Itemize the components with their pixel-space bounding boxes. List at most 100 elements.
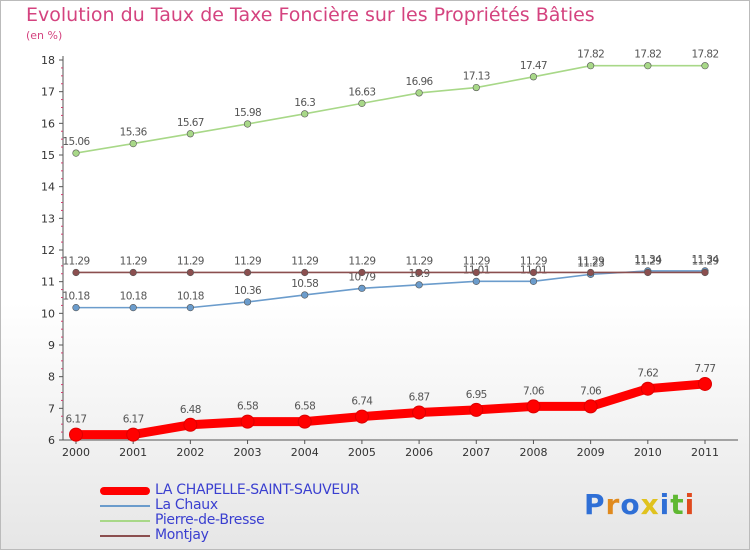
data-label: 11.29 <box>62 255 89 267</box>
data-label: 11.29 <box>177 255 204 267</box>
data-label: 16.3 <box>294 97 315 109</box>
data-label: 10.18 <box>177 291 204 303</box>
data-label: 10.18 <box>62 291 89 303</box>
logo-letter: i <box>659 488 671 521</box>
y-tick-label: 6 <box>48 434 55 447</box>
series-line-0 <box>71 379 710 440</box>
data-point <box>129 268 137 277</box>
x-tick-label: 2008 <box>519 446 547 459</box>
x-tick-label: 2006 <box>405 446 433 459</box>
data-point <box>301 110 309 118</box>
y-tick-label: 16 <box>41 117 55 130</box>
data-label: 16.63 <box>348 86 375 98</box>
x-tick-label: 2011 <box>691 446 719 459</box>
logo-letter: r <box>605 488 621 521</box>
data-label: 11.29 <box>463 255 490 267</box>
data-point <box>129 140 137 148</box>
data-label: 11.34 <box>634 254 662 266</box>
data-label: 11.29 <box>234 255 261 267</box>
data-point <box>243 298 252 306</box>
data-label: 17.13 <box>463 71 490 83</box>
x-tick-label: 2010 <box>634 446 662 459</box>
data-label: 7.77 <box>695 363 716 375</box>
chart-title: Evolution du Taux de Taxe Foncière sur l… <box>26 4 595 26</box>
data-point <box>529 277 538 285</box>
data-point <box>472 268 480 277</box>
data-point <box>183 417 198 432</box>
data-point <box>301 291 309 299</box>
data-point <box>186 268 194 277</box>
data-label: 6.48 <box>180 404 201 416</box>
y-tick-label: 18 <box>41 54 55 67</box>
data-point <box>698 376 712 391</box>
y-tick-label: 11 <box>41 276 55 289</box>
y-tick-label: 10 <box>41 307 55 320</box>
y-tick-label: 7 <box>48 402 55 415</box>
y-tick-label: 14 <box>41 181 55 194</box>
data-point <box>583 399 598 414</box>
data-label: 11.29 <box>691 255 718 267</box>
data-label: 6.74 <box>351 396 373 408</box>
data-point <box>358 284 366 292</box>
y-tick-label: 12 <box>41 244 55 257</box>
data-point <box>72 304 80 312</box>
logo-letter: o <box>620 488 641 521</box>
data-label: 17.47 <box>520 60 547 72</box>
data-label: 11.34 <box>691 254 719 266</box>
data-label: 6.17 <box>123 414 144 426</box>
data-label: 10.58 <box>291 278 318 290</box>
data-label: 6.87 <box>409 391 430 403</box>
data-label: 15.98 <box>234 107 261 119</box>
data-point <box>701 62 709 70</box>
data-point <box>587 62 595 70</box>
legend-label: Montjay <box>155 527 209 543</box>
data-point <box>412 405 427 420</box>
logo-letter: t <box>670 488 685 521</box>
legend-swatch <box>100 505 150 507</box>
x-tick-label: 2000 <box>62 446 90 459</box>
legend-label: La Chaux <box>155 497 218 513</box>
legend-swatch <box>100 520 150 522</box>
y-tick-label: 15 <box>41 149 55 162</box>
proxiti-logo: Proxiti <box>584 488 695 521</box>
data-point <box>354 409 369 424</box>
data-point <box>72 149 80 157</box>
data-label: 6.95 <box>466 389 487 401</box>
data-label: 11.29 <box>520 255 547 267</box>
series-line-1 <box>75 270 706 309</box>
data-point <box>358 268 366 277</box>
data-label: 15.67 <box>177 117 204 129</box>
data-label: 11.29 <box>406 255 433 267</box>
y-axis-unit: (en %) <box>26 29 63 42</box>
data-point <box>301 268 309 277</box>
x-tick-label: 2009 <box>577 446 605 459</box>
data-point <box>587 268 595 277</box>
data-label: 11.29 <box>634 255 661 267</box>
data-point <box>469 402 484 417</box>
data-point <box>69 427 83 442</box>
data-point <box>640 381 655 396</box>
data-label: 10.36 <box>234 285 262 297</box>
data-label: 11.29 <box>291 255 318 267</box>
data-point <box>415 268 423 277</box>
legend-swatch <box>100 535 150 537</box>
data-point <box>126 427 141 442</box>
x-tick-label: 2004 <box>291 446 319 459</box>
y-tick-label: 8 <box>48 371 55 384</box>
series-line-2 <box>75 64 706 154</box>
data-point <box>243 268 252 277</box>
x-tick-label: 2001 <box>119 446 147 459</box>
logo-letter: P <box>584 488 606 521</box>
data-point <box>72 268 80 277</box>
legend-label: LA CHAPELLE-SAINT-SAUVEUR <box>155 482 360 498</box>
data-label: 11.29 <box>348 255 375 267</box>
data-point <box>186 130 194 138</box>
data-label: 6.58 <box>294 401 315 413</box>
data-label: 7.62 <box>637 368 658 380</box>
x-tick-label: 2007 <box>462 446 490 459</box>
y-tick-label: 13 <box>41 212 55 225</box>
data-label: 11.29 <box>577 255 604 267</box>
data-point <box>186 304 194 312</box>
data-label: 7.06 <box>523 385 545 397</box>
